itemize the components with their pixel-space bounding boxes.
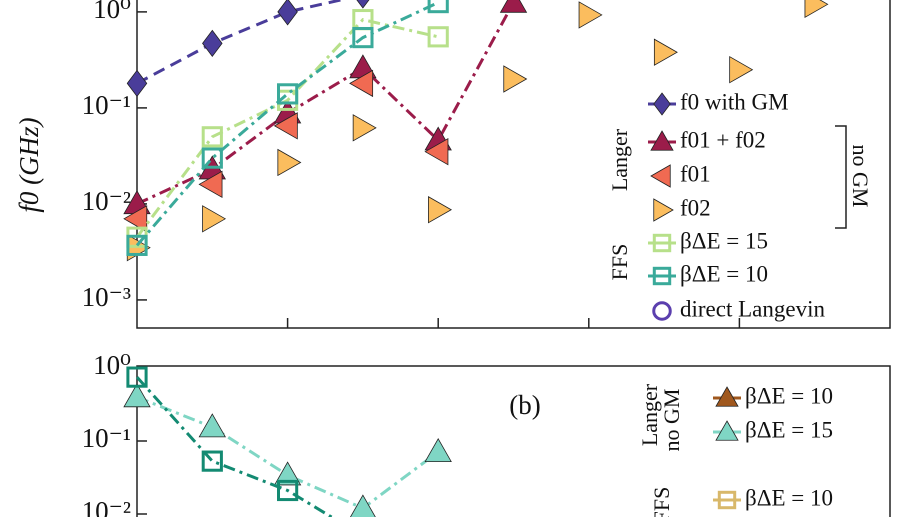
marker — [650, 164, 671, 188]
legend-label: f01 + f02 — [680, 127, 766, 152]
plot-frame — [136, 365, 891, 517]
series-line — [135, 1, 439, 247]
marker — [578, 1, 603, 29]
legend-label: f01 — [680, 161, 711, 186]
y-tick-label: 10⁻² — [82, 496, 131, 517]
y-tick-label: 10⁰ — [93, 350, 131, 380]
marker — [277, 479, 299, 502]
y-tick-label: 10⁻² — [82, 186, 131, 216]
series-line — [136, 395, 440, 510]
marker — [424, 137, 449, 166]
group-label: FFS — [607, 244, 632, 281]
marker — [804, 0, 829, 18]
marker — [202, 205, 227, 233]
marker — [650, 130, 674, 151]
marker — [715, 386, 739, 407]
marker — [201, 450, 223, 472]
marker — [198, 413, 226, 438]
panel-label: (b) — [509, 390, 540, 420]
y-tick-label: 10⁻³ — [82, 282, 131, 312]
marker — [123, 205, 148, 233]
marker — [653, 198, 674, 222]
legend-label: βΔE = 10 — [680, 261, 768, 286]
marker — [273, 112, 298, 140]
series-line — [135, 18, 439, 239]
marker — [123, 383, 151, 408]
marker — [428, 196, 453, 224]
marker — [202, 29, 223, 58]
marker — [277, 0, 298, 26]
legend-label: βΔE = 15 — [680, 228, 768, 253]
group-label: Langer — [607, 128, 632, 191]
marker — [717, 490, 737, 510]
group-label: no GM — [659, 389, 684, 452]
legend-label: f02 — [680, 195, 711, 220]
marker — [126, 69, 148, 98]
legend-label: βΔE = 15 — [745, 417, 833, 442]
legend-label: βΔE = 10 — [745, 485, 833, 510]
legend-bracket — [835, 125, 847, 229]
marker — [653, 38, 678, 66]
marker — [201, 147, 223, 169]
series-line — [135, 376, 335, 517]
marker — [352, 114, 377, 142]
marker — [201, 126, 223, 148]
y-tick-label: 10⁻¹ — [82, 423, 131, 453]
marker — [427, 0, 449, 14]
marker — [349, 494, 376, 517]
y-tick-label: 10⁰ — [93, 0, 131, 24]
marker — [424, 438, 452, 463]
marker — [126, 234, 148, 256]
y-axis-label: f0 (GHz) — [14, 117, 44, 212]
marker — [499, 0, 528, 13]
marker — [198, 170, 223, 199]
marker — [652, 233, 672, 253]
legend-label: direct Langevin — [680, 296, 825, 321]
group-label: Langer — [637, 383, 662, 446]
marker — [652, 301, 672, 321]
marker — [277, 83, 299, 105]
marker — [503, 65, 528, 93]
series-line — [136, 0, 348, 85]
y-tick-label: 10⁻¹ — [82, 90, 131, 120]
marker — [349, 69, 374, 98]
marker — [273, 461, 302, 486]
legend-label: βΔE = 10 — [745, 383, 833, 408]
series-line — [136, 1, 515, 206]
marker — [356, 0, 370, 9]
marker — [653, 92, 671, 116]
legend-label: f0 with GM — [680, 89, 789, 114]
group-label: no GM — [848, 145, 873, 208]
marker — [729, 56, 754, 84]
marker — [277, 148, 302, 177]
marker — [352, 26, 374, 49]
marker — [715, 420, 739, 441]
marker — [652, 266, 672, 286]
marker — [126, 366, 148, 388]
group-label: FFS — [649, 487, 674, 517]
plot-frame — [136, 0, 891, 329]
marker — [427, 26, 449, 48]
